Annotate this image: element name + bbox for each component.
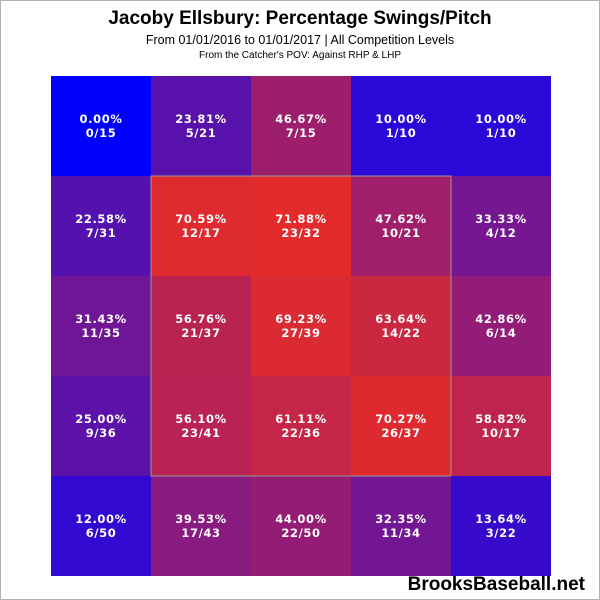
zone-cell-count-label: 27/39 [281, 326, 320, 340]
zone-cell-r0-c3 [351, 76, 451, 176]
zone-cell-pct-label: 46.67% [275, 112, 327, 126]
zone-cell-r4-c4 [451, 476, 551, 576]
zone-cell-count-label: 3/22 [486, 526, 517, 540]
zone-cell-pct-label: 33.33% [475, 212, 527, 226]
zone-cell-pct-label: 56.10% [175, 412, 227, 426]
zone-cell-r2-c1 [151, 276, 251, 376]
zone-cell-count-label: 21/37 [181, 326, 220, 340]
zone-cell-count-label: 7/31 [86, 226, 117, 240]
zone-cell-r2-c0 [51, 276, 151, 376]
zone-cell-count-label: 10/17 [481, 426, 520, 440]
zone-cell-pct-label: 23.81% [175, 112, 227, 126]
watermark: BrooksBaseball.net [407, 574, 585, 595]
chart-subtitle: From 01/01/2016 to 01/01/2017 | All Comp… [145, 33, 455, 47]
zone-cell-r2-c2 [251, 276, 351, 376]
zone-cell-count-label: 12/17 [181, 226, 220, 240]
zone-cell-pct-label: 47.62% [375, 212, 427, 226]
zone-cell-pct-label: 44.00% [275, 512, 327, 526]
zone-cell-pct-label: 42.86% [475, 312, 527, 326]
zone-cell-count-label: 11/34 [381, 526, 420, 540]
zone-cell-count-label: 4/12 [486, 226, 517, 240]
zone-cell-r3-c4 [451, 376, 551, 476]
zone-cell-pct-label: 13.64% [475, 512, 527, 526]
zone-cell-r0-c4 [451, 76, 551, 176]
zone-cell-count-label: 17/43 [181, 526, 220, 540]
zone-cell-count-label: 26/37 [381, 426, 420, 440]
zone-cell-count-label: 22/50 [281, 526, 320, 540]
chart-subtitle-pov: From the Catcher's POV: Against RHP & LH… [199, 50, 401, 61]
zone-cell-pct-label: 31.43% [75, 312, 127, 326]
zone-cell-pct-label: 22.58% [75, 212, 127, 226]
zone-cell-count-label: 1/10 [386, 126, 417, 140]
zone-cell-r2-c3 [351, 276, 451, 376]
zone-cell-pct-label: 0.00% [80, 112, 123, 126]
zone-cell-count-label: 22/36 [281, 426, 320, 440]
zone-cell-count-label: 7/15 [286, 126, 317, 140]
zone-cell-pct-label: 39.53% [175, 512, 227, 526]
zone-cell-pct-label: 69.23% [275, 312, 327, 326]
zone-cell-count-label: 23/41 [181, 426, 220, 440]
zone-cell-r3-c3 [351, 376, 451, 476]
zone-cell-r1-c2 [251, 176, 351, 276]
zone-cell-r0-c1 [151, 76, 251, 176]
zone-cell-pct-label: 61.11% [275, 412, 327, 426]
zone-cell-pct-label: 70.59% [175, 212, 227, 226]
zone-cell-pct-label: 56.76% [175, 312, 227, 326]
zone-cell-pct-label: 63.64% [375, 312, 427, 326]
zone-cell-count-label: 23/32 [281, 226, 320, 240]
strike-zone-outline [150, 175, 452, 477]
zone-cell-count-label: 11/35 [81, 326, 120, 340]
zone-cell-r3-c0 [51, 376, 151, 476]
zone-cell-r4-c3 [351, 476, 451, 576]
zone-cell-count-label: 1/10 [486, 126, 517, 140]
zone-cell-r4-c1 [151, 476, 251, 576]
zone-cell-r1-c4 [451, 176, 551, 276]
zone-cell-pct-label: 10.00% [475, 112, 527, 126]
zone-cell-r3-c1 [151, 376, 251, 476]
zone-cell-r1-c1 [151, 176, 251, 276]
zone-cell-pct-label: 25.00% [75, 412, 127, 426]
zone-cell-pct-label: 70.27% [375, 412, 427, 426]
zone-cell-pct-label: 10.00% [375, 112, 427, 126]
zone-cell-r0-c0 [51, 76, 151, 176]
zone-cell-r0-c2 [251, 76, 351, 176]
zone-cell-r1-c3 [351, 176, 451, 276]
zone-cell-count-label: 10/21 [381, 226, 420, 240]
zone-cell-r1-c0 [51, 176, 151, 276]
zone-cell-pct-label: 12.00% [75, 512, 127, 526]
zone-cell-count-label: 0/15 [86, 126, 117, 140]
zone-cell-pct-label: 58.82% [475, 412, 527, 426]
zone-cell-r4-c2 [251, 476, 351, 576]
zone-cell-pct-label: 71.88% [275, 212, 327, 226]
zone-cell-pct-label: 32.35% [375, 512, 427, 526]
zone-cell-count-label: 5/21 [186, 126, 217, 140]
zone-cell-count-label: 6/50 [86, 526, 117, 540]
zone-cell-count-label: 6/14 [486, 326, 517, 340]
zone-cell-r2-c4 [451, 276, 551, 376]
zone-cell-count-label: 14/22 [381, 326, 420, 340]
zone-cell-count-label: 9/36 [86, 426, 117, 440]
zone-cell-r3-c2 [251, 376, 351, 476]
zone-cell-r4-c0 [51, 476, 151, 576]
chart-title: Jacoby Ellsbury: Percentage Swings/Pitch [108, 8, 492, 29]
